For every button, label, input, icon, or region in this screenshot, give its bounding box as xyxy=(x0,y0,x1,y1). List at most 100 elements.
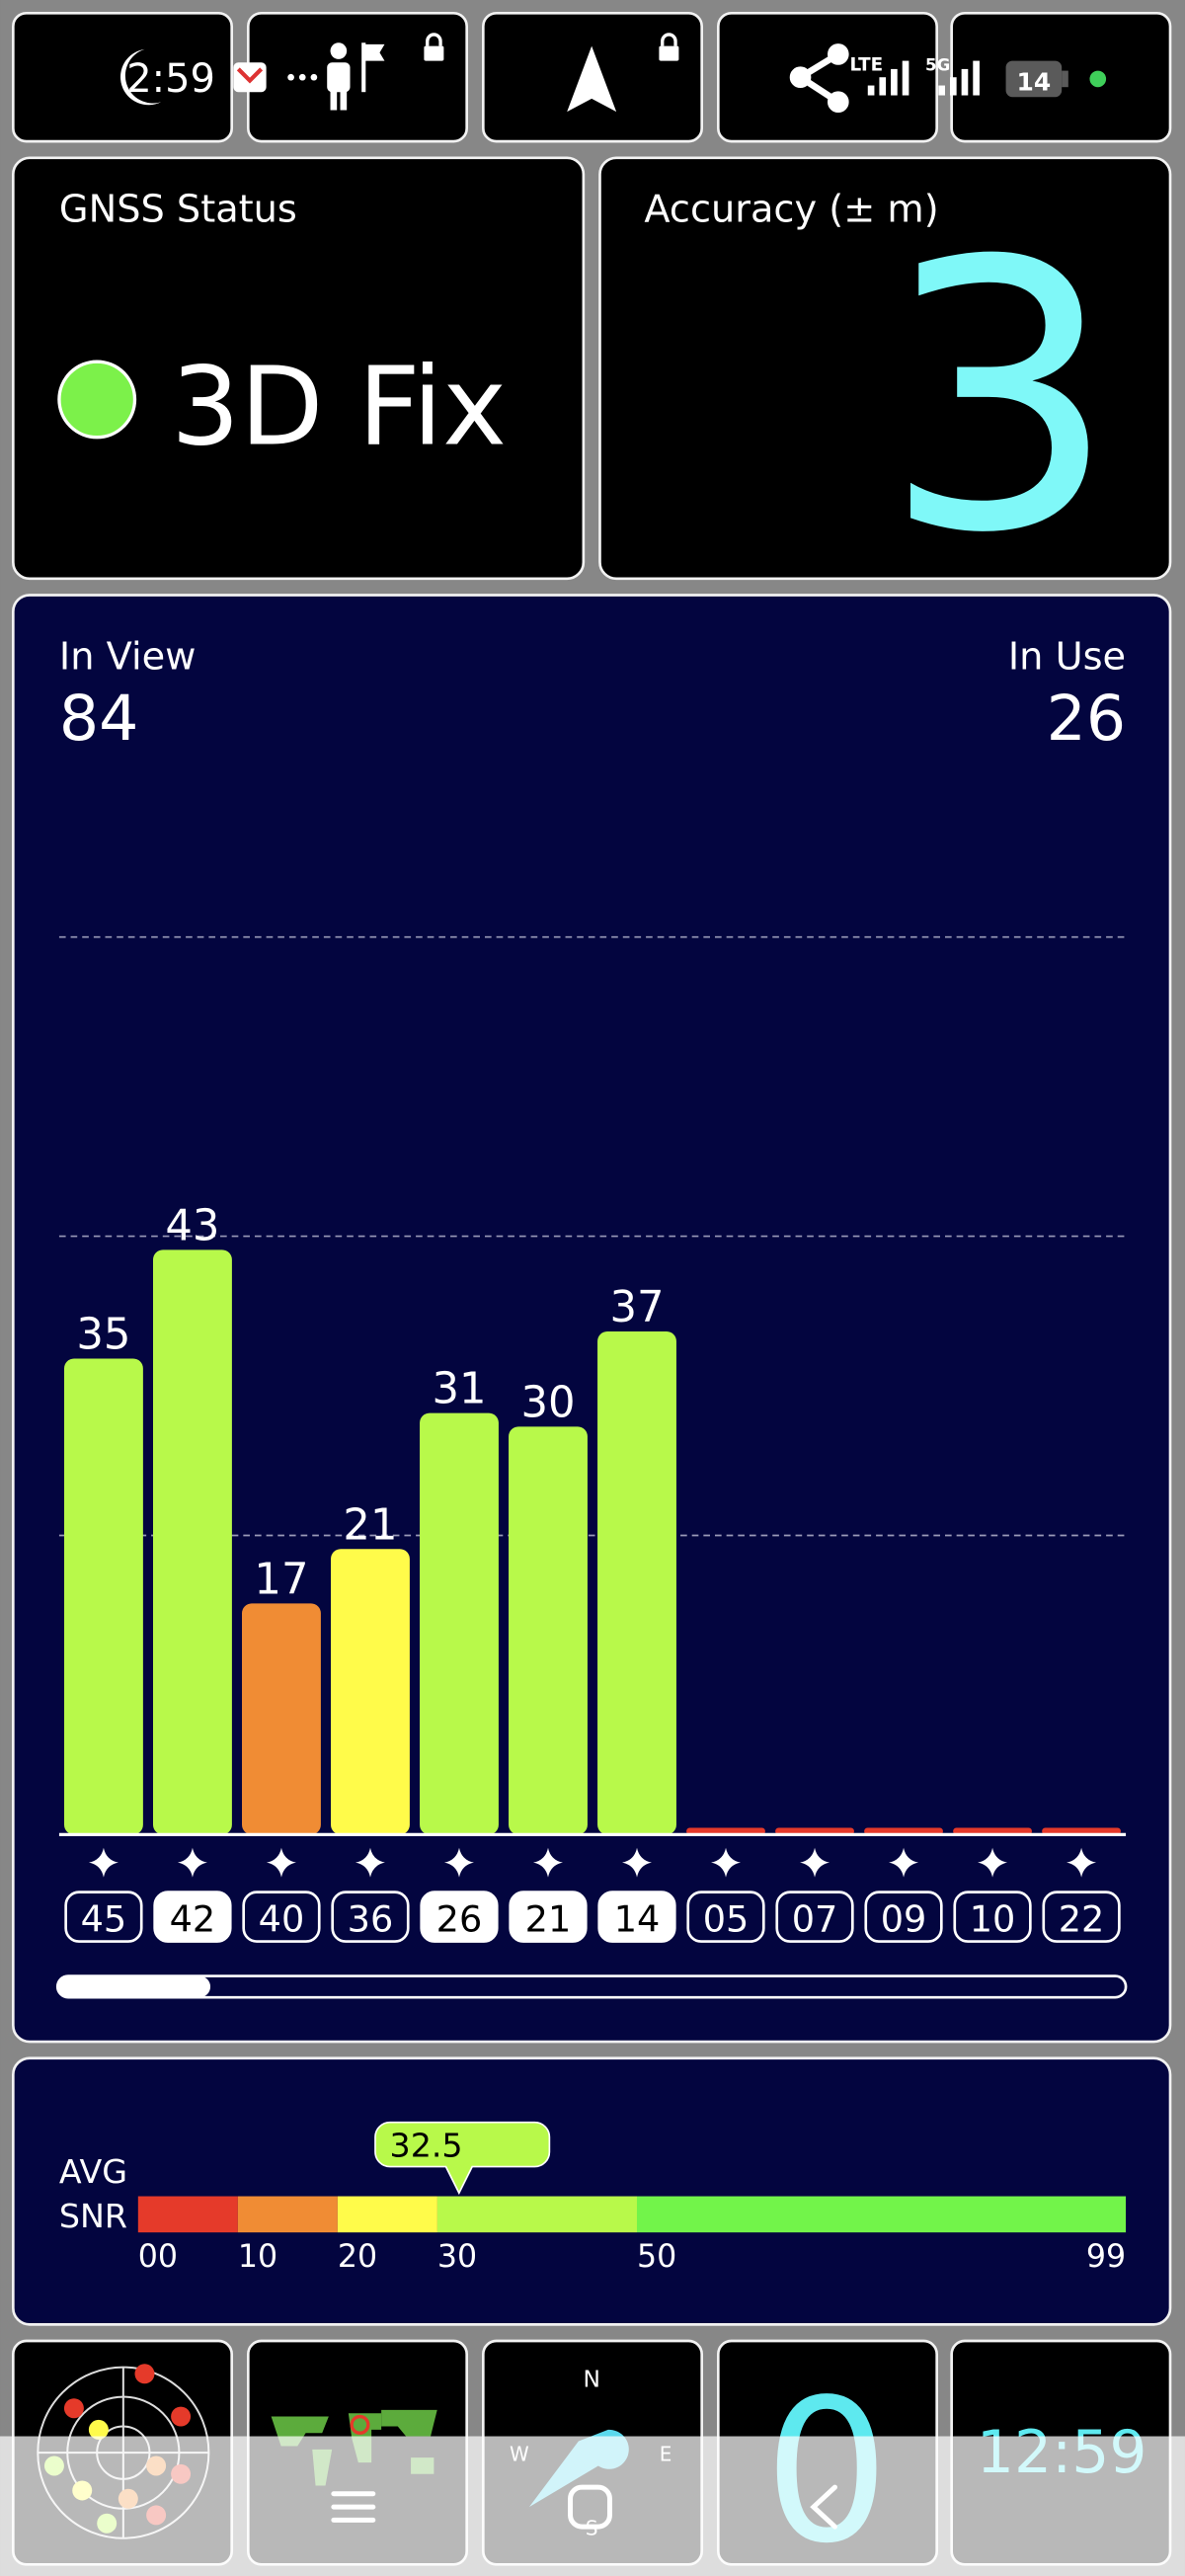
snr-tick-label: 20 xyxy=(338,2239,377,2275)
satellite-star xyxy=(533,1847,563,1878)
avg-snr-label: SNR xyxy=(59,2197,127,2235)
fix-indicator xyxy=(57,360,137,440)
navigation-buttons xyxy=(331,2484,837,2530)
satellite-id: 26 xyxy=(436,1898,483,1941)
snr-band xyxy=(237,2196,338,2233)
satellite-id-box xyxy=(64,1891,143,1943)
avg-snr-marker xyxy=(374,2121,551,2196)
value-label: 31 xyxy=(432,1365,486,1414)
status-time: 2:59 xyxy=(126,56,215,102)
location-target xyxy=(350,2414,370,2435)
person-flag-icon xyxy=(327,42,385,111)
satellite-id: 10 xyxy=(970,1898,1016,1941)
home-button[interactable] xyxy=(568,2484,612,2530)
share-icon xyxy=(789,43,849,114)
satellite-star xyxy=(711,1847,741,1878)
satellite-star xyxy=(1066,1847,1097,1878)
navigation-icon xyxy=(567,45,617,113)
satellite-id-box xyxy=(1042,1891,1121,1943)
satellite-id-box xyxy=(420,1891,499,1943)
satellite-id-box xyxy=(509,1891,588,1943)
bar xyxy=(864,1827,943,1835)
signal-bars xyxy=(867,60,909,96)
lte-label: LTE xyxy=(849,55,883,76)
satellite-id: 22 xyxy=(1059,1898,1105,1941)
bar xyxy=(420,1412,499,1835)
snr-tick-label: 99 xyxy=(1086,2239,1126,2275)
more-dots xyxy=(287,73,318,81)
satellite-id: 07 xyxy=(792,1898,838,1941)
lock-icon xyxy=(659,33,679,61)
accuracy-title: Accuracy (± m) xyxy=(644,188,938,232)
signal-bars xyxy=(938,60,980,96)
bar xyxy=(242,1603,321,1835)
value-label: 37 xyxy=(609,1283,664,1332)
satellite-star xyxy=(444,1847,474,1878)
in-use-label: In Use xyxy=(1008,634,1126,679)
bar xyxy=(153,1249,232,1835)
value-label: 21 xyxy=(343,1500,397,1550)
satellite-star xyxy=(622,1847,652,1878)
value-label: 17 xyxy=(254,1555,308,1604)
satellite-star xyxy=(177,1847,207,1878)
privacy-dot xyxy=(1089,70,1107,88)
snr-band xyxy=(137,2196,238,2233)
accuracy-value: 3 xyxy=(883,184,1118,614)
status-bar: 2:59 LTE 5G 14 xyxy=(11,11,1172,143)
gnss-status-card xyxy=(11,156,586,581)
satellite-id-box xyxy=(242,1891,321,1943)
gnss-status-title: GNSS Status xyxy=(59,188,297,232)
satellite-id-box xyxy=(953,1891,1032,1943)
in-use-value: 26 xyxy=(1047,682,1126,755)
satellite-id: 42 xyxy=(170,1898,216,1941)
recents-button[interactable] xyxy=(331,2491,376,2523)
bar xyxy=(775,1827,854,1835)
back-button[interactable] xyxy=(810,2484,837,2530)
snr-chart: 35 45 43 42 17 40 21 36 31 26 30 21 37 14 05 07 09 10 22 xyxy=(58,935,1127,1943)
navigation-bar xyxy=(0,2436,1185,2576)
avg-snr-card xyxy=(11,2056,1172,2326)
avg-snr-scale: 00 10 20 30 50 99 32.5 xyxy=(137,2121,1127,2275)
bar xyxy=(1042,1827,1122,1835)
scrollbar-thumb[interactable] xyxy=(57,1975,211,1998)
snr-band xyxy=(337,2196,437,2233)
bar xyxy=(686,1827,765,1835)
battery-tip xyxy=(1062,70,1068,88)
bar xyxy=(597,1330,676,1835)
satellite-id: 09 xyxy=(881,1898,927,1941)
accuracy-card xyxy=(598,156,1172,581)
status-tile xyxy=(716,11,939,143)
gmail-icon-m xyxy=(236,67,264,84)
satellite-id-box xyxy=(775,1891,854,1943)
satellite-star xyxy=(88,1847,118,1878)
five-g-label: 5G xyxy=(925,56,950,75)
satellite-id-box xyxy=(331,1891,410,1943)
satellite-id: 36 xyxy=(348,1898,394,1941)
satellite-star xyxy=(978,1847,1008,1878)
in-view-value: 84 xyxy=(59,682,138,755)
snr-band xyxy=(436,2196,637,2233)
snr-tick-label: 30 xyxy=(437,2239,477,2275)
snr-band xyxy=(636,2196,1127,2233)
bar xyxy=(953,1827,1032,1835)
satellite-id: 05 xyxy=(703,1898,750,1941)
compass-north: N xyxy=(583,2367,599,2393)
value-label: 43 xyxy=(165,1201,219,1250)
gnss-status-value: 3D Fix xyxy=(171,343,507,469)
gmail-icon xyxy=(233,62,267,93)
satellite-id-box xyxy=(597,1891,676,1943)
snr-tick-label: 10 xyxy=(238,2239,277,2275)
bar xyxy=(509,1426,588,1835)
satellite-id: 21 xyxy=(525,1898,572,1941)
satellite-id: 45 xyxy=(81,1898,127,1941)
bar xyxy=(63,1358,143,1835)
satellite-id: 40 xyxy=(259,1898,305,1941)
satellite-id: 14 xyxy=(614,1898,661,1941)
satellite-id-box xyxy=(686,1891,765,1943)
value-label: 30 xyxy=(520,1378,575,1427)
satellite-star xyxy=(889,1847,919,1878)
value-label: 35 xyxy=(76,1311,130,1360)
in-view-label: In View xyxy=(59,634,197,679)
